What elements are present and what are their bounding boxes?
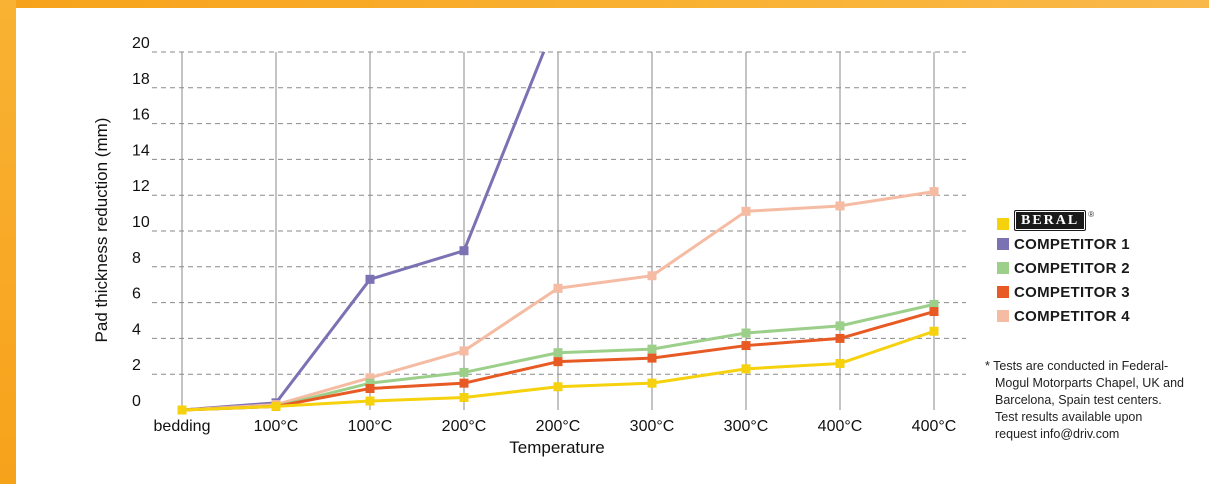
data-point: [365, 373, 375, 383]
x-axis-ticks: bedding 100°C 100°C 200°C 200°C 300°C 300°C 400…: [154, 418, 957, 435]
data-point: [365, 384, 375, 394]
data-point: [929, 326, 939, 336]
data-point: [459, 392, 469, 402]
data-point: [741, 206, 751, 216]
x-tick-label: bedding: [154, 418, 211, 435]
x-tick-label: 200°C: [442, 418, 487, 435]
legend-item-competitor-1: COMPETITOR 1: [997, 232, 1209, 256]
y-tick-label: 10: [132, 214, 150, 231]
beral-logo: BERAL: [1014, 209, 1087, 231]
footnote-line: Mogul Motorparts Chapel, UK and: [995, 376, 1184, 390]
data-point: [741, 364, 751, 374]
data-point: [553, 357, 563, 367]
data-point: [835, 201, 845, 211]
legend-swatch-beral: [997, 218, 1009, 230]
legend: BERAL ® COMPETITOR 1 COMPETITOR 2 COMPET…: [997, 208, 1209, 328]
y-tick-label: 14: [132, 142, 150, 159]
y-tick-label: 16: [132, 107, 150, 124]
x-tick-label: 200°C: [536, 418, 581, 435]
data-point: [647, 378, 657, 388]
data-point: [741, 328, 751, 338]
y-tick-label: 4: [132, 321, 141, 338]
footnote-line: Barcelona, Spain test centers.: [995, 393, 1162, 407]
data-point: [459, 346, 469, 356]
data-point: [835, 321, 845, 331]
legend-label-competitor-3: COMPETITOR 3: [1014, 283, 1130, 301]
x-tick-label: 400°C: [912, 418, 957, 435]
legend-label-competitor-2: COMPETITOR 2: [1014, 259, 1130, 277]
data-point: [647, 344, 657, 354]
y-tick-label: 0: [132, 393, 141, 410]
x-axis-title: Temperature: [509, 438, 604, 457]
legend-label-competitor-4: COMPETITOR 4: [1014, 307, 1130, 325]
legend-swatch-competitor-2: [997, 262, 1009, 274]
legend-item-beral: BERAL ®: [997, 208, 1209, 232]
grid: [152, 51, 966, 410]
y-tick-label: 8: [132, 250, 141, 267]
y-axis-ticks: 0 2 4 6 8 10 12 14 16 18 20: [132, 35, 150, 410]
legend-label-competitor-1: COMPETITOR 1: [1014, 235, 1130, 253]
data-point: [365, 378, 375, 388]
y-tick-label: 18: [132, 71, 150, 88]
x-tick-label: 100°C: [254, 418, 299, 435]
series-lines: [177, 52, 939, 415]
data-point: [835, 358, 845, 368]
registered-mark: ®: [1088, 210, 1095, 219]
data-point: [553, 348, 563, 358]
series-beral: [177, 326, 939, 415]
data-point: [459, 246, 469, 256]
data-point: [929, 307, 939, 317]
legend-item-competitor-2: COMPETITOR 2: [997, 256, 1209, 280]
data-point: [647, 353, 657, 363]
legend-swatch-competitor-1: [997, 238, 1009, 250]
data-point: [553, 382, 563, 392]
footnote-line: Test results available upon: [995, 410, 1143, 424]
data-point: [365, 396, 375, 406]
y-tick-label: 6: [132, 286, 141, 303]
y-tick-label: 2: [132, 357, 141, 374]
data-point: [459, 367, 469, 377]
y-axis-title: Pad thickness reduction (mm): [92, 118, 111, 343]
footnote-line: * Tests are conducted in Federal-: [985, 359, 1169, 373]
top-border: [0, 0, 1209, 8]
data-point: [741, 341, 751, 351]
y-tick-label: 20: [132, 35, 150, 52]
data-point: [459, 378, 469, 388]
data-point: [365, 274, 375, 284]
left-border: [0, 0, 16, 484]
x-tick-label: 400°C: [818, 418, 863, 435]
x-tick-label: 100°C: [348, 418, 393, 435]
footnote: * Tests are conducted in Federal- Mogul …: [985, 358, 1209, 443]
data-point: [835, 333, 845, 343]
data-point: [271, 401, 281, 411]
legend-item-competitor-4: COMPETITOR 4: [997, 304, 1209, 328]
series-competitor-1: [177, 52, 546, 415]
data-point: [929, 187, 939, 197]
legend-swatch-competitor-4: [997, 310, 1009, 322]
data-point: [929, 299, 939, 309]
x-tick-label: 300°C: [630, 418, 675, 435]
data-point: [647, 271, 657, 281]
footnote-line: request info@driv.com: [995, 427, 1120, 441]
y-tick-label: 12: [132, 178, 150, 195]
legend-swatch-competitor-3: [997, 286, 1009, 298]
data-point: [553, 283, 563, 293]
x-tick-label: 300°C: [724, 418, 769, 435]
data-point: [177, 405, 187, 415]
legend-item-competitor-3: COMPETITOR 3: [997, 280, 1209, 304]
